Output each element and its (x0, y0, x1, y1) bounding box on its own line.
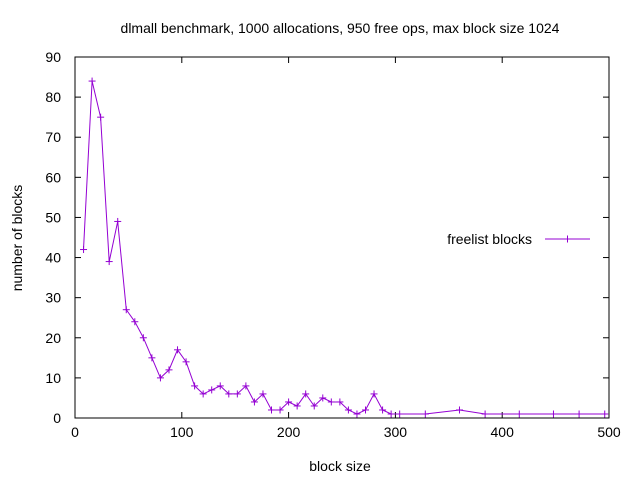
data-point (225, 390, 233, 398)
x-axis-label: block size (309, 458, 371, 474)
x-tick-label: 0 (71, 424, 79, 440)
data-point (276, 406, 284, 414)
y-tick-label: 10 (45, 370, 61, 386)
data-point (353, 410, 361, 418)
y-tick-label: 90 (45, 49, 61, 65)
legend-marker-plus (564, 235, 571, 243)
data-point (293, 402, 301, 410)
data-point (285, 398, 293, 406)
data-point (156, 374, 164, 382)
y-tick-label: 60 (45, 169, 61, 185)
x-tick-label: 400 (491, 424, 515, 440)
y-axis-label: number of blocks (9, 185, 25, 292)
data-point (80, 246, 88, 254)
data-point (268, 406, 276, 414)
data-point (165, 366, 173, 374)
data-point (139, 334, 147, 342)
data-point (455, 406, 463, 414)
data-point (191, 382, 199, 390)
data-point (122, 306, 130, 314)
y-tick-label: 30 (45, 290, 61, 306)
axis-ticks: 0 100 200 300 400 500 0 10 20 30 40 50 60 70 80 90 (45, 49, 620, 440)
data-point (310, 402, 318, 410)
y-tick-label: 40 (45, 250, 61, 266)
y-tick-label: 0 (53, 410, 61, 426)
data-point (208, 386, 216, 394)
data-point (379, 406, 387, 414)
data-point (302, 390, 310, 398)
data-point (250, 398, 258, 406)
x-tick-label: 200 (277, 424, 301, 440)
data-point (105, 258, 113, 266)
chart-title: dlmall benchmark, 1000 allocations, 950 … (121, 20, 560, 36)
data-point (114, 217, 122, 225)
data-point (216, 382, 224, 390)
legend-label: freelist blocks (447, 231, 532, 247)
data-point (515, 410, 523, 418)
x-tick-label: 500 (597, 424, 621, 440)
data-points (80, 77, 609, 418)
series-line (83, 80, 605, 415)
data-point (233, 390, 241, 398)
data-point (148, 354, 156, 362)
data-point (421, 410, 429, 418)
x-tick-label: 100 (170, 424, 194, 440)
y-tick-label: 70 (45, 129, 61, 145)
data-point (327, 398, 335, 406)
data-point (199, 390, 207, 398)
data-point (575, 410, 583, 418)
data-point (88, 77, 96, 85)
y-tick-label: 50 (45, 209, 61, 225)
data-point (259, 390, 267, 398)
data-point (242, 382, 250, 390)
data-point (396, 410, 404, 418)
data-point (481, 410, 489, 418)
data-point (370, 390, 378, 398)
y-tick-label: 20 (45, 330, 61, 346)
data-point (387, 410, 395, 418)
legend: freelist blocks (447, 231, 590, 247)
data-point (97, 113, 105, 121)
data-point (319, 394, 327, 402)
x-tick-label: 300 (384, 424, 408, 440)
data-point (601, 410, 609, 418)
y-tick-label: 80 (45, 89, 61, 105)
data-point (344, 406, 352, 414)
data-point (361, 406, 369, 414)
data-point (174, 346, 182, 354)
data-point (549, 410, 557, 418)
data-point (336, 398, 344, 406)
data-point (131, 318, 139, 326)
legend-marker (564, 235, 571, 243)
data-point (182, 358, 190, 366)
plot-frame (74, 56, 610, 419)
